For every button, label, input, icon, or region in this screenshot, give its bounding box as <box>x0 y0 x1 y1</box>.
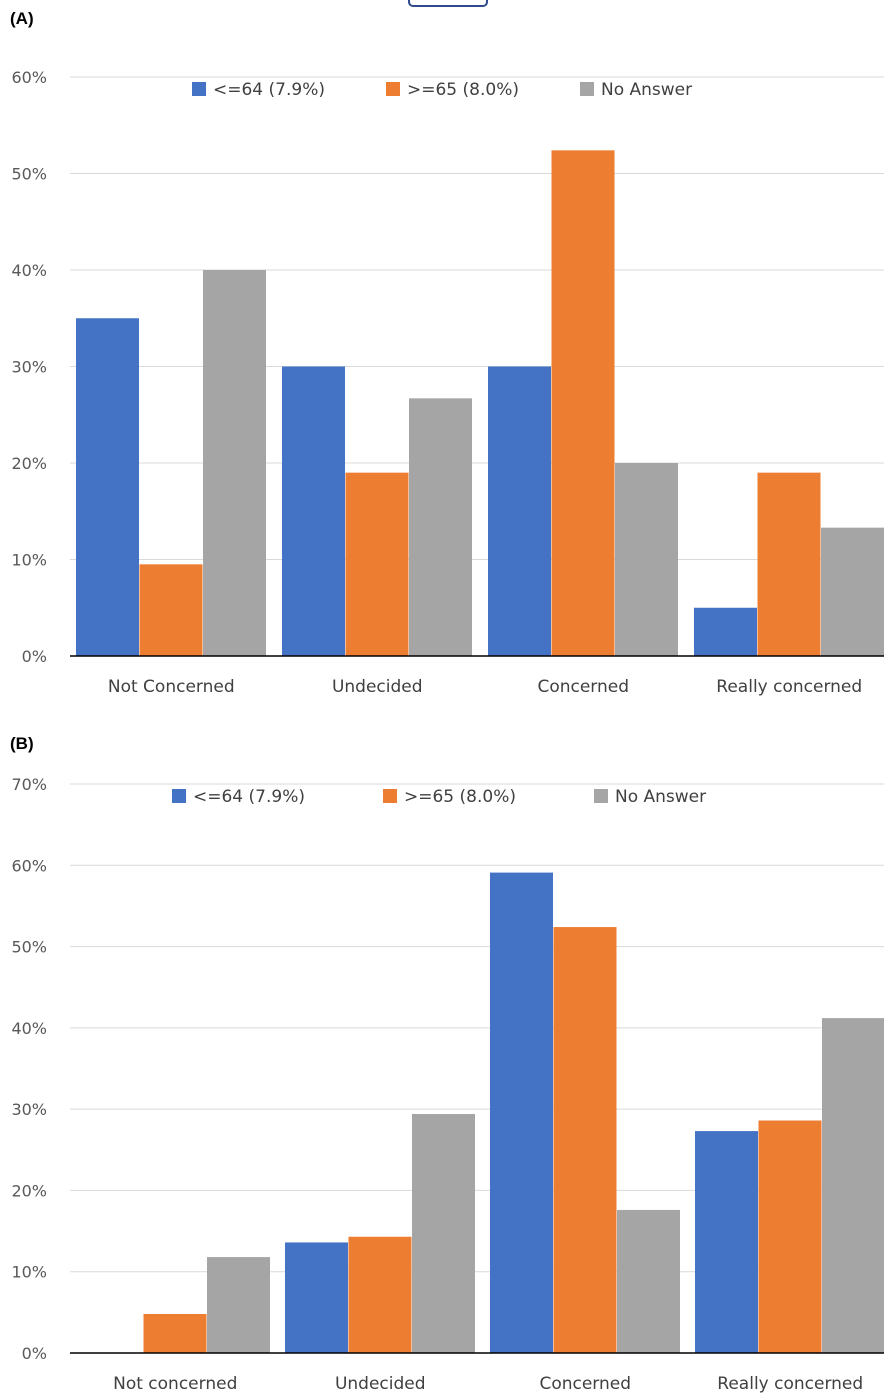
legend-label: <=64 (7.9%) <box>213 80 325 100</box>
legend-swatch <box>172 789 186 803</box>
bar <box>821 527 884 656</box>
bar <box>822 1018 884 1353</box>
bar-chart-a: 0% 10% 20% 30% 40% 50% 60% Not Concerned Undecid… <box>11 68 884 697</box>
bar <box>617 1209 680 1353</box>
y-tick-label: 40% <box>11 261 47 280</box>
y-tick-label: 70% <box>11 775 47 794</box>
legend-swatch <box>594 789 608 803</box>
bar <box>694 607 757 656</box>
bar <box>490 872 553 1353</box>
y-tick-label: 10% <box>11 551 47 570</box>
y-tick-label: 50% <box>11 938 47 957</box>
legend-label: No Answer <box>615 787 706 807</box>
y-tick-label: 30% <box>11 358 47 377</box>
bar <box>551 150 615 656</box>
bar <box>758 1120 822 1353</box>
bar-chart-b: 0% 10% 20% 30% 40% 50% 60% 70% Not concerned Unde… <box>11 775 884 1393</box>
legend-label: <=64 (7.9%) <box>193 787 305 807</box>
x-category-label: Really concerned <box>717 1374 863 1393</box>
legend-swatch <box>580 82 594 96</box>
bar <box>143 1313 207 1353</box>
panel-label-a: (A) <box>10 9 34 28</box>
x-category-label: Really concerned <box>716 677 862 697</box>
bar <box>348 1236 412 1353</box>
bar <box>615 463 678 656</box>
legend-swatch <box>192 82 206 96</box>
x-category-label: Concerned <box>539 1374 631 1393</box>
panel-label-b: (B) <box>10 734 34 753</box>
bar <box>282 366 345 656</box>
bar <box>412 1114 475 1353</box>
bar <box>285 1242 348 1353</box>
x-category-label: Undecided <box>335 1374 426 1393</box>
y-tick-label: 40% <box>11 1019 47 1038</box>
y-tick-label: 20% <box>11 1181 47 1200</box>
bar <box>76 318 139 656</box>
legend-swatch <box>383 789 397 803</box>
bar <box>695 1131 758 1353</box>
chart-panel-a: (A) 0% 10% 20% 30% 40% 50% 60% Not Concerned Und… <box>10 9 884 697</box>
chart-panel-b: (B) 0% 10% 20% 30% 40% 50% 60% 70% Not concerned… <box>0 728 884 1393</box>
y-tick-label: 50% <box>11 165 47 184</box>
y-tick-label: 10% <box>11 1263 47 1282</box>
legend-swatch <box>386 82 400 96</box>
y-tick-label: 0% <box>22 1344 47 1363</box>
x-category-label: Not Concerned <box>108 677 235 697</box>
bar <box>139 564 203 656</box>
y-tick-label: 60% <box>11 856 47 875</box>
bar <box>203 270 266 656</box>
y-tick-label: 20% <box>11 454 47 473</box>
bar <box>757 472 821 656</box>
x-category-label: Not concerned <box>113 1374 237 1393</box>
y-tick-label: 30% <box>11 1100 47 1119</box>
bar <box>345 472 409 656</box>
bar <box>553 927 617 1353</box>
y-tick-label: 0% <box>22 647 47 666</box>
y-tick-label: 60% <box>11 68 47 87</box>
header-badge-decoration <box>408 0 488 7</box>
x-category-label: Concerned <box>537 677 629 697</box>
bar <box>409 398 472 656</box>
x-category-label: Undecided <box>332 677 423 697</box>
legend-label: >=65 (8.0%) <box>404 787 516 807</box>
legend-label: No Answer <box>601 80 692 100</box>
legend-label: >=65 (8.0%) <box>407 80 519 100</box>
bar <box>488 366 551 656</box>
bar <box>207 1257 270 1353</box>
